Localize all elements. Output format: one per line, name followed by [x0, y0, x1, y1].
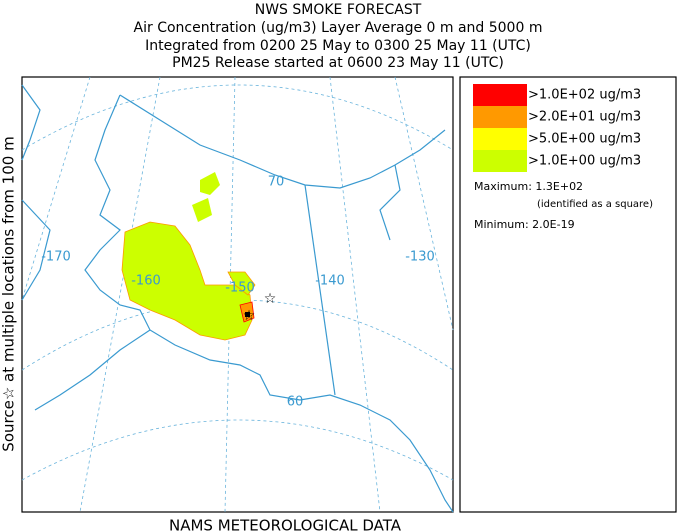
plume-area — [200, 172, 220, 195]
coast-west-south — [84, 94, 454, 513]
canada-coast — [379, 164, 401, 241]
legend-swatch — [473, 84, 527, 106]
legend-swatch — [473, 128, 527, 150]
minimum: Minimum: 2.0E-19 — [474, 218, 575, 231]
maximum: Maximum: 1.3E+02 — [474, 180, 583, 193]
siberia-coast — [21, 199, 51, 301]
source-star: ☆ — [264, 291, 277, 307]
grid-label: -160 — [131, 274, 161, 289]
title-line: NWS SMOKE FORECAST — [255, 2, 422, 18]
legend-label: >5.0E+00 ug/m3 — [528, 132, 641, 147]
side-label: Source☆ at multiple locations from 100 m — [0, 136, 18, 451]
graticule-line — [329, 76, 381, 513]
graticule-line — [79, 76, 161, 513]
grid-label: -130 — [405, 250, 435, 265]
title-line: Integrated from 0200 25 May to 0300 25 M… — [145, 38, 531, 54]
grid-label: -140 — [315, 274, 345, 289]
graticule-line — [21, 84, 454, 151]
grid-label: 60 — [287, 395, 304, 410]
title-line: Air Concentration (ug/m3) Layer Average … — [134, 20, 543, 36]
maximum-square — [245, 312, 250, 317]
plume: ☆ ☆ — [121, 172, 277, 341]
maximum-note: (identified as a square) — [537, 199, 653, 210]
title-line: PM25 Release started at 0600 23 May 11 (… — [172, 55, 504, 71]
footer: NAMS METEOROLOGICAL DATA — [169, 517, 402, 532]
source-star: ☆ — [243, 308, 256, 324]
siberia-coast — [21, 84, 41, 161]
legend-swatch — [473, 150, 527, 172]
legend-label: >1.0E+02 ug/m3 — [528, 88, 641, 103]
legend-label: >1.0E+00 ug/m3 — [528, 154, 641, 169]
legend-label: >2.0E+01 ug/m3 — [528, 110, 641, 125]
legend-swatch — [473, 106, 527, 128]
grid-label: -150 — [225, 281, 255, 296]
grid-label: -170 — [41, 250, 71, 265]
map: ☆ ☆ -170 -160 -150 -140 -130 70 60 — [21, 76, 454, 513]
legend: Maximum: 1.3E+02 (identified as a square… — [459, 76, 677, 513]
plume-area — [227, 271, 256, 296]
coastline — [21, 84, 454, 513]
graticule-line — [21, 76, 91, 301]
graticule-line — [394, 76, 454, 331]
aleutians — [34, 329, 151, 411]
grid-label: 70 — [268, 175, 285, 190]
border — [304, 184, 336, 396]
plume-area — [192, 198, 212, 222]
